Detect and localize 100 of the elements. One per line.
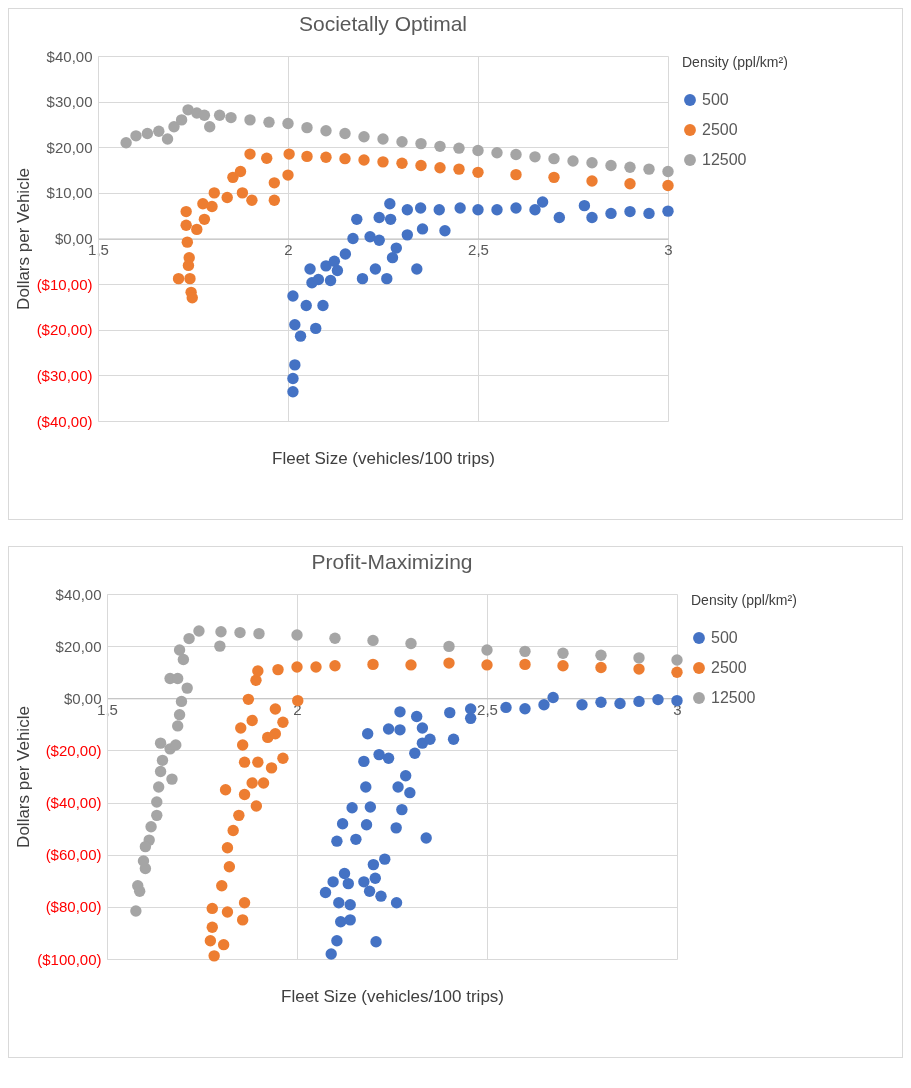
point — [399, 770, 412, 782]
y-tick-label: ($20,00) — [45, 741, 102, 759]
point — [351, 213, 363, 226]
point — [282, 169, 294, 181]
point — [361, 728, 374, 740]
point — [464, 712, 477, 725]
point — [633, 663, 645, 675]
point — [244, 114, 256, 126]
point — [204, 121, 216, 133]
point — [510, 148, 522, 161]
point — [416, 223, 429, 235]
point — [358, 755, 370, 768]
point — [439, 225, 451, 237]
y-tick-label: $40,00 — [55, 585, 102, 603]
point — [377, 133, 389, 145]
point — [320, 151, 332, 163]
point — [519, 658, 531, 671]
y-axis-title: Dollars per Vehicle — [13, 168, 33, 310]
point — [346, 802, 358, 814]
x-tick-label: 2 — [284, 241, 293, 258]
point — [339, 152, 351, 165]
point — [320, 125, 332, 137]
point — [557, 660, 569, 672]
point — [576, 699, 588, 711]
y-tick-label: $10,00 — [46, 184, 93, 202]
point — [401, 229, 414, 241]
point — [287, 386, 299, 398]
point — [272, 663, 284, 676]
y-tick-label: ($100,00) — [37, 950, 102, 968]
point — [233, 809, 245, 822]
point — [198, 213, 211, 226]
point — [153, 125, 165, 137]
point — [447, 733, 460, 745]
point — [206, 921, 218, 933]
point — [183, 632, 195, 645]
point — [219, 784, 232, 796]
point — [536, 196, 549, 208]
point — [214, 640, 226, 652]
point — [250, 800, 263, 812]
point — [662, 205, 674, 217]
point — [137, 855, 150, 867]
y-tick-label: ($80,00) — [45, 898, 102, 916]
point — [358, 131, 370, 143]
point — [415, 159, 427, 172]
point — [464, 703, 477, 715]
point — [396, 157, 408, 169]
point — [434, 162, 446, 174]
point — [130, 130, 142, 142]
point — [221, 841, 234, 854]
point — [301, 150, 313, 163]
point — [151, 809, 163, 822]
point — [367, 658, 379, 671]
point — [510, 168, 522, 181]
point — [405, 637, 417, 650]
point — [548, 152, 560, 165]
point — [390, 242, 402, 254]
point — [519, 703, 531, 715]
point — [173, 644, 186, 656]
point — [186, 292, 198, 304]
point — [453, 163, 465, 175]
point — [173, 709, 186, 721]
point — [415, 137, 427, 150]
point — [217, 938, 230, 951]
point — [181, 682, 193, 694]
legend-label: 2500 — [702, 121, 738, 138]
point — [253, 627, 265, 640]
point — [206, 200, 218, 213]
point — [671, 654, 683, 666]
point — [252, 756, 264, 768]
point — [472, 204, 484, 216]
point — [300, 299, 312, 312]
legend-title: Density (ppl/km²) — [691, 592, 797, 608]
point — [221, 906, 234, 918]
point — [269, 703, 282, 715]
point — [633, 695, 645, 708]
point — [614, 697, 626, 710]
point — [168, 121, 180, 133]
point — [172, 272, 185, 285]
point — [443, 640, 455, 653]
point — [329, 660, 341, 672]
point — [557, 647, 569, 659]
point — [547, 691, 559, 704]
point — [130, 905, 142, 917]
point — [529, 204, 541, 216]
point — [223, 861, 236, 873]
point — [529, 151, 541, 163]
point — [586, 211, 598, 224]
point — [283, 148, 295, 160]
point — [633, 652, 645, 664]
point — [268, 194, 281, 206]
chart-title: Profit-Maximizing — [311, 550, 473, 573]
point — [175, 114, 188, 126]
point — [120, 137, 132, 149]
y-tick-label: ($10,00) — [36, 275, 93, 293]
point — [364, 230, 376, 243]
point — [411, 263, 423, 275]
point — [287, 290, 299, 302]
point — [329, 632, 341, 645]
point — [145, 821, 157, 833]
point — [250, 674, 262, 686]
